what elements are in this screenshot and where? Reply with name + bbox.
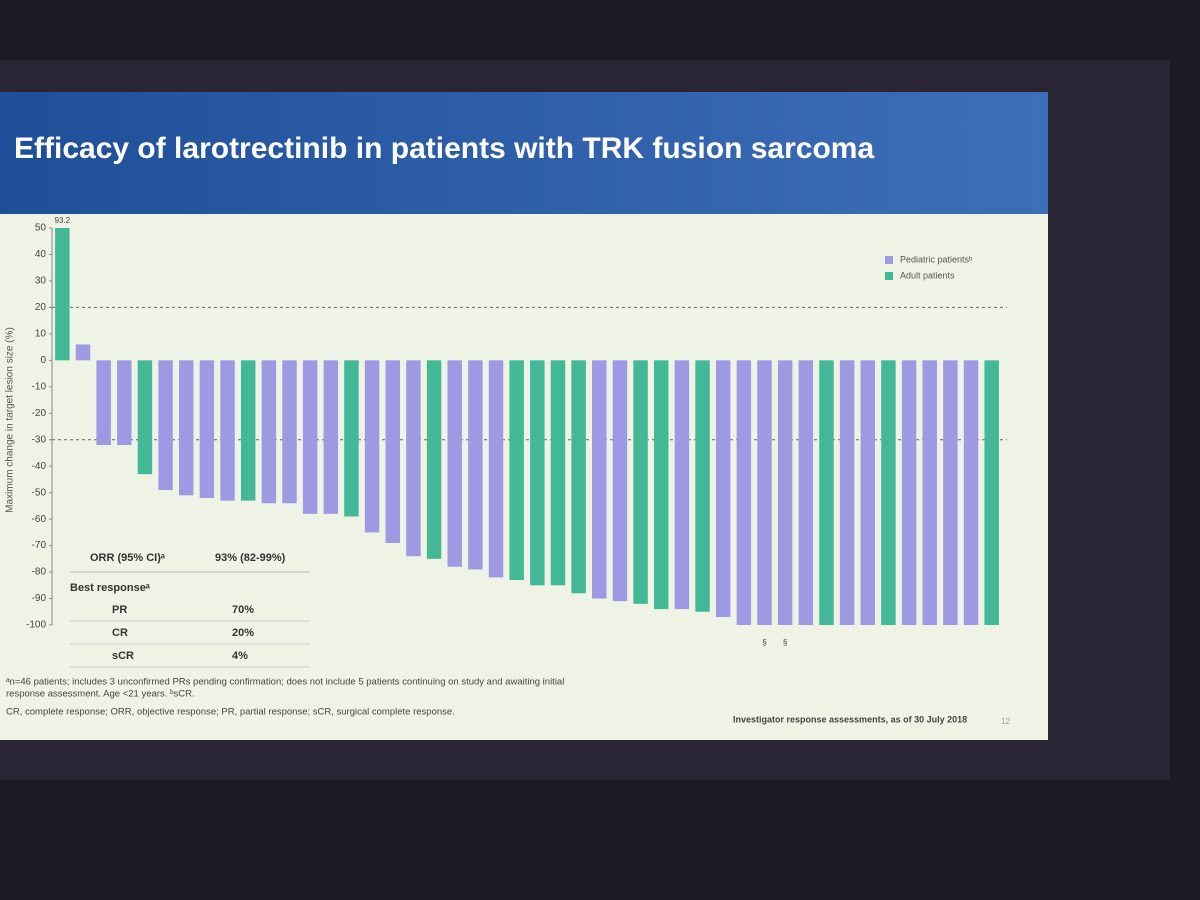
- bar: [220, 360, 235, 501]
- response-type: CR: [112, 627, 128, 639]
- bar: [385, 360, 400, 543]
- legend-swatch: [885, 272, 893, 280]
- bar: [943, 360, 958, 625]
- y-tick-label: -10: [32, 381, 47, 392]
- y-tick-label: 20: [35, 302, 47, 313]
- bar: [715, 360, 731, 618]
- y-tick-label: 10: [35, 329, 47, 340]
- response-type: PR: [112, 604, 127, 616]
- bar: [530, 360, 545, 586]
- bar: [426, 360, 442, 559]
- y-tick-label: 0: [40, 355, 46, 366]
- bar: [364, 360, 380, 533]
- response-type: sCR: [112, 650, 134, 662]
- orr-value: 93% (82-99%): [215, 552, 286, 564]
- plot: 50 40 30 20 10 0 -10 -20 -30 -40 -50 -60 -70 -80 -90 -1…: [26, 216, 1007, 647]
- bar: [488, 360, 504, 578]
- bar: [406, 360, 421, 557]
- bar: [137, 360, 153, 475]
- bar: [777, 360, 793, 625]
- bar: [963, 360, 979, 625]
- bar: [612, 360, 628, 602]
- bar: [798, 360, 814, 625]
- bar: [240, 360, 256, 501]
- bar: [860, 360, 875, 625]
- legend-swatch: [885, 256, 893, 264]
- bar: [592, 360, 607, 599]
- bar: [674, 360, 690, 610]
- y-axis-label: Maximum change in target lesion size (%): [5, 327, 16, 513]
- bar: [901, 360, 917, 625]
- bar: [468, 360, 483, 570]
- bar: [922, 360, 937, 625]
- bar: [158, 360, 173, 491]
- bar: [344, 360, 359, 517]
- y-tick-label: 40: [35, 249, 47, 260]
- bar: [447, 360, 462, 567]
- response-rate: 4%: [232, 650, 248, 662]
- bar: [96, 360, 111, 446]
- y-tick-label: -20: [32, 408, 47, 419]
- response-rate: 70%: [232, 604, 254, 616]
- bar: [199, 360, 215, 498]
- footnote: CR, complete response; ORR, objective re…: [6, 707, 455, 718]
- bar: [179, 360, 194, 496]
- bar-marker: §: [762, 638, 766, 647]
- bar: [757, 360, 772, 625]
- bar: [261, 360, 277, 504]
- slide-number: 12: [1001, 717, 1010, 726]
- bar: [117, 360, 132, 446]
- bar: [736, 360, 752, 625]
- best-response-label: Best responseᵃ: [70, 582, 151, 594]
- y-tick-label: -90: [32, 593, 47, 604]
- legend-label: Adult patients: [900, 270, 955, 280]
- bar: [55, 228, 70, 361]
- bar: [839, 360, 855, 625]
- footnote: ᵃn=46 patients; includes 3 unconfirmed P…: [6, 677, 564, 688]
- y-tick-label: -100: [26, 620, 46, 631]
- chart-title: Efficacy of larotrectinib in patients wi…: [14, 132, 874, 165]
- bar: [302, 360, 318, 514]
- response-rate: 20%: [232, 627, 254, 639]
- bar: [282, 360, 297, 504]
- legend-label: Pediatric patientsᵇ: [900, 254, 973, 264]
- y-tick-label: 50: [35, 223, 47, 234]
- title-band: [0, 92, 1048, 214]
- bar: [633, 360, 648, 604]
- bar: [323, 360, 339, 514]
- y-tick-label: -30: [32, 434, 47, 445]
- y-tick-label: -70: [32, 540, 47, 551]
- bar: [550, 360, 566, 586]
- bar: [75, 344, 91, 361]
- bars: [55, 228, 999, 625]
- bar-marker: §: [783, 638, 787, 647]
- y-tick-label: 30: [35, 276, 47, 287]
- source: Investigator response assessments, as of…: [733, 714, 967, 724]
- bar: [571, 360, 586, 594]
- footnote: response assessment. Age <21 years. ᵇsCR…: [6, 689, 195, 700]
- bar: [654, 360, 669, 610]
- data-label: 93.2: [55, 216, 71, 225]
- y-tick-label: -50: [32, 487, 47, 498]
- bar: [881, 360, 896, 625]
- y-tick-label: -80: [32, 567, 47, 578]
- bar: [819, 360, 834, 625]
- bar: [509, 360, 524, 581]
- y-tick-label: -60: [32, 514, 47, 525]
- orr-label: ORR (95% CI)ᵃ: [90, 552, 166, 564]
- bar: [984, 360, 999, 625]
- y-tick-label: -40: [32, 461, 47, 472]
- bar: [695, 360, 710, 612]
